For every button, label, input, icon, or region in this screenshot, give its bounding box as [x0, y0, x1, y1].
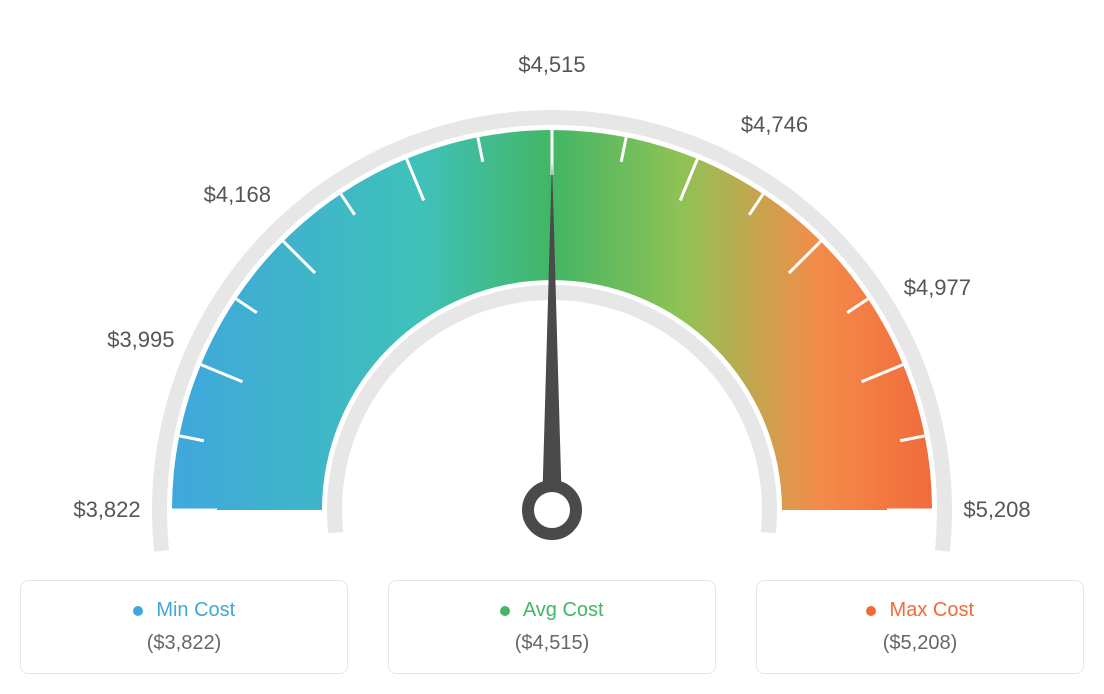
cost-gauge-chart: $3,822 $3,995 $4,168 $4,515 $4,746 $4,977 $5,2… [20, 20, 1084, 560]
legend-avg-title: Avg Cost [389, 599, 715, 622]
legend-avg-cost: Avg Cost ($4,515) [388, 580, 716, 674]
legend-max-dot [866, 606, 876, 616]
gauge-scale-label: $4,977 [904, 275, 971, 301]
legend-avg-value: ($4,515) [389, 632, 715, 655]
gauge-scale-label: $4,168 [204, 182, 271, 208]
legend-avg-dot [500, 606, 510, 616]
legend-max-title: Max Cost [757, 599, 1083, 622]
legend-max-label: Max Cost [890, 599, 974, 621]
legend-max-value: ($5,208) [757, 632, 1083, 655]
legend-avg-label: Avg Cost [523, 599, 604, 621]
legend-min-dot [133, 606, 143, 616]
legend-min-value: ($3,822) [21, 632, 347, 655]
gauge-scale-label: $3,822 [73, 497, 140, 523]
gauge-scale-label: $5,208 [963, 497, 1030, 523]
legend-min-label: Min Cost [156, 599, 235, 621]
legend-min-cost: Min Cost ($3,822) [20, 580, 348, 674]
gauge-scale-label: $4,746 [741, 112, 808, 138]
gauge-scale-label: $3,995 [107, 327, 174, 353]
legend-max-cost: Max Cost ($5,208) [756, 580, 1084, 674]
gauge-scale-label: $4,515 [518, 52, 585, 78]
legend-row: Min Cost ($3,822) Avg Cost ($4,515) Max … [20, 580, 1084, 674]
legend-min-title: Min Cost [21, 599, 347, 622]
